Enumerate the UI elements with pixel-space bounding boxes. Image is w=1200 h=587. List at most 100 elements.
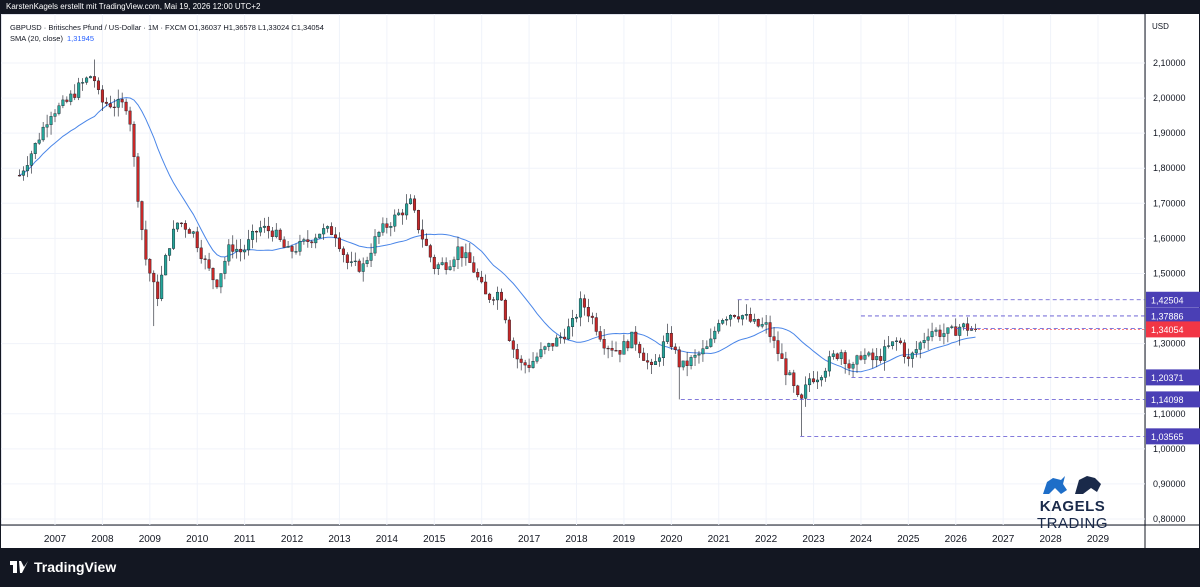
candle-up [867, 352, 871, 356]
candle-up [555, 337, 559, 347]
candle-up [223, 260, 227, 274]
candle-up [495, 291, 499, 301]
candle-up [61, 99, 65, 106]
candle-down [337, 237, 341, 250]
candle-up [456, 246, 460, 261]
candle-up [950, 326, 954, 328]
candle-up [53, 113, 57, 117]
candle-up [875, 356, 879, 361]
candle-up [689, 357, 693, 366]
y-tick-label: 2,10000 [1153, 58, 1186, 68]
candle-down [492, 299, 496, 301]
x-tick-label: 2020 [660, 534, 683, 545]
candle-down [843, 352, 847, 364]
tradingview-logo[interactable]: TradingView [10, 559, 116, 575]
candle-down [278, 229, 282, 240]
candle-up [164, 255, 168, 276]
candle-up [274, 229, 278, 237]
candle-up [57, 105, 61, 114]
candle-down [420, 229, 424, 240]
candle-down [503, 299, 507, 321]
candle-down [879, 356, 883, 361]
candle-down [424, 238, 428, 246]
candle-down [73, 93, 77, 98]
chart-frame[interactable]: 2007 2008 2009 2010 2011 2012 2013 2014 2015 2016… [0, 14, 1200, 548]
candle-down [93, 76, 97, 82]
candle-down [282, 239, 286, 248]
candle-up [930, 331, 934, 338]
candle-down [638, 344, 642, 354]
candle-down [195, 231, 199, 249]
candle-down [626, 341, 630, 349]
candle-down [590, 315, 594, 318]
candle-down [199, 247, 203, 260]
candle-up [567, 326, 571, 340]
candle-up [21, 170, 25, 176]
x-tick-label: 2011 [234, 534, 256, 545]
candle-up [883, 346, 887, 361]
brand-logo: KAGELS TRADING [1005, 468, 1140, 532]
x-tick-label: 2016 [471, 534, 494, 545]
candle-down [187, 229, 191, 234]
candle-up [286, 246, 290, 248]
candle-down [768, 322, 772, 337]
candle-down [736, 316, 740, 320]
candle-down [239, 248, 243, 253]
candle-up [81, 82, 85, 84]
candle-down [231, 244, 235, 252]
candle-down [330, 226, 334, 235]
candle-up [25, 165, 29, 172]
candle-down [290, 246, 294, 252]
candle-down [906, 356, 910, 359]
current-price-label: 1,34054 [1151, 325, 1184, 335]
candle-down [100, 89, 104, 103]
candle-up [448, 266, 452, 270]
candle-up [298, 240, 302, 252]
candle-down [104, 101, 108, 104]
candle-up [839, 352, 843, 359]
candle-up [831, 353, 835, 357]
candle-up [33, 143, 37, 154]
chart-svg[interactable]: 2007 2008 2009 2010 2011 2012 2013 2014 2015 2016… [1, 14, 1200, 548]
price-level-badge [1146, 428, 1200, 445]
candle-down [357, 260, 361, 272]
price-level-badge [1146, 369, 1200, 386]
candle-down [488, 293, 492, 300]
x-tick-label: 2014 [376, 534, 399, 545]
attribution-text: KarstenKagels erstellt mit TradingView.c… [6, 2, 261, 11]
candle-down [776, 340, 780, 354]
candle-up [819, 377, 823, 381]
sma-value: 1,31945 [66, 34, 95, 43]
candle-down [416, 210, 420, 231]
candle-up [531, 361, 535, 368]
y-tick-label: 1,90000 [1153, 128, 1186, 138]
candle-up [622, 341, 626, 355]
y-tick-label: 1,00000 [1153, 444, 1186, 454]
candle-down [341, 248, 345, 255]
candle-down [602, 339, 606, 349]
candle-down [124, 101, 128, 112]
candle-down [606, 347, 610, 350]
candle-up [823, 370, 827, 378]
candle-down [96, 80, 100, 90]
candle-down [796, 385, 800, 396]
candle-down [646, 360, 650, 363]
candle-up [804, 384, 808, 399]
candle-up [191, 231, 195, 234]
candle-up [175, 222, 179, 230]
brand-name-rest: TRADING [1037, 515, 1108, 532]
candle-down [401, 212, 405, 216]
candle-up [41, 126, 45, 141]
candle-down [598, 331, 602, 340]
candle-up [713, 330, 717, 340]
candle-up [326, 226, 330, 229]
bull-bear-icon [1043, 476, 1101, 494]
candle-up [851, 363, 855, 369]
candle-up [243, 249, 247, 253]
candle-up [693, 354, 697, 358]
candle-down [254, 231, 258, 233]
candle-up [717, 323, 721, 332]
candle-down [614, 350, 618, 352]
candle-up [895, 340, 899, 342]
candle-down [515, 349, 519, 360]
